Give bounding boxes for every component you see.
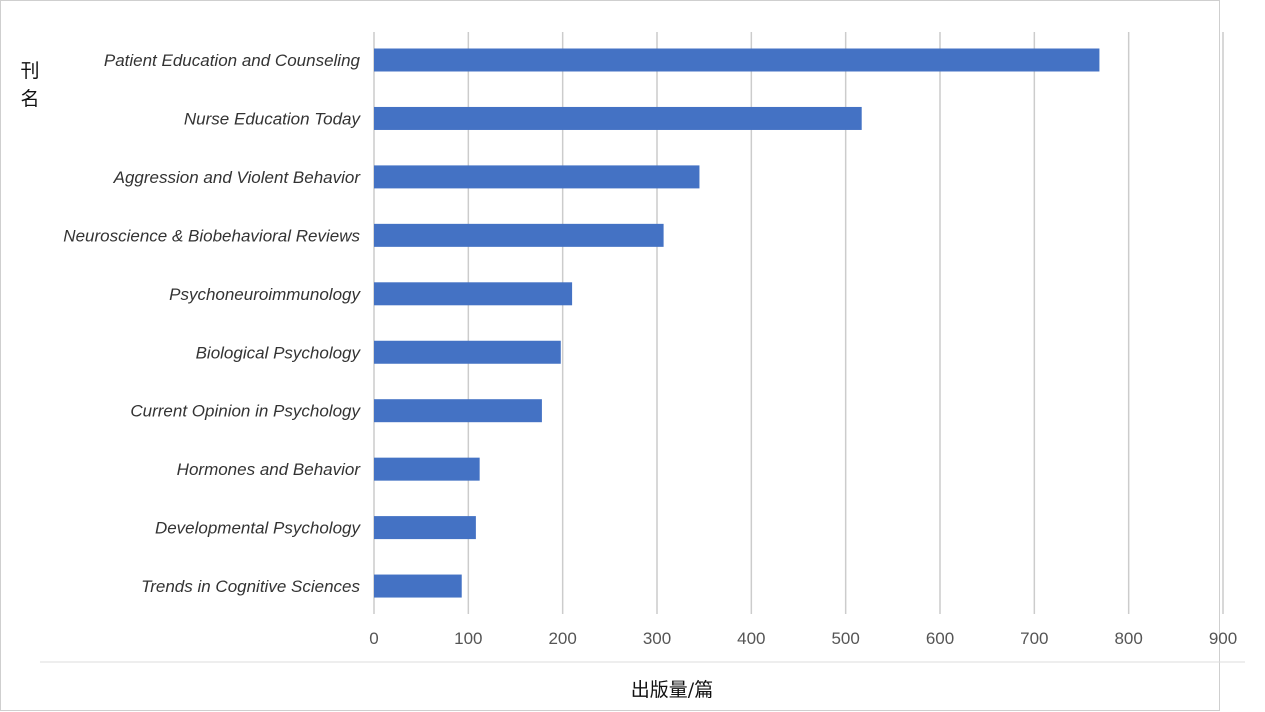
x-tick-label: 600 — [926, 629, 954, 648]
bar — [374, 165, 700, 189]
x-tick-label: 700 — [1020, 629, 1048, 648]
x-tick-labels: 0 100 200 300 400 500 600 700 800 900 — [369, 629, 1237, 648]
bar — [374, 48, 1100, 72]
x-axis-title: 出版量/篇 — [631, 679, 713, 701]
bar — [374, 106, 862, 130]
category-label: Trends in Cognitive Sciences — [141, 577, 360, 596]
category-label: Nurse Education Today — [184, 109, 362, 128]
bar — [374, 223, 664, 247]
bar — [374, 574, 462, 598]
category-label: Neuroscience & Biobehavioral Reviews — [63, 226, 360, 245]
category-label: Current Opinion in Psychology — [130, 402, 361, 421]
x-tick-label: 900 — [1209, 629, 1237, 648]
bar — [374, 516, 476, 540]
bars — [374, 48, 1100, 598]
bar — [374, 282, 573, 306]
category-label: Patient Education and Counseling — [104, 51, 361, 70]
y-axis-title-char: 名 — [20, 88, 39, 110]
category-labels: Patient Education and Counseling Nurse Ed… — [63, 51, 361, 596]
bar — [374, 340, 561, 364]
chart-frame — [0, 0, 1220, 711]
bar — [374, 457, 480, 481]
category-label: Hormones and Behavior — [177, 460, 362, 479]
category-label: Biological Psychology — [196, 343, 362, 362]
y-axis-title: 刊名 — [20, 60, 39, 110]
y-axis-title-char: 刊 — [20, 60, 39, 82]
category-label: Developmental Psychology — [155, 519, 362, 538]
category-label: Psychoneuroimmunology — [169, 285, 361, 304]
bar — [374, 399, 542, 423]
x-tick-label: 0 — [369, 629, 378, 648]
x-tick-label: 200 — [548, 629, 576, 648]
x-tick-label: 400 — [737, 629, 765, 648]
x-tick-label: 800 — [1114, 629, 1142, 648]
x-tick-label: 500 — [831, 629, 859, 648]
x-tick-label: 100 — [454, 629, 482, 648]
category-label: Aggression and Violent Behavior — [113, 168, 362, 187]
x-tick-label: 300 — [643, 629, 671, 648]
